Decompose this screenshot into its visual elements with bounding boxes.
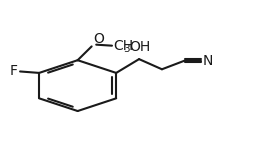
- Text: OH: OH: [129, 40, 150, 54]
- Text: CH: CH: [113, 39, 133, 53]
- Text: F: F: [10, 65, 18, 78]
- Text: O: O: [93, 32, 104, 46]
- Text: N: N: [203, 54, 213, 68]
- Text: 3: 3: [123, 44, 130, 54]
